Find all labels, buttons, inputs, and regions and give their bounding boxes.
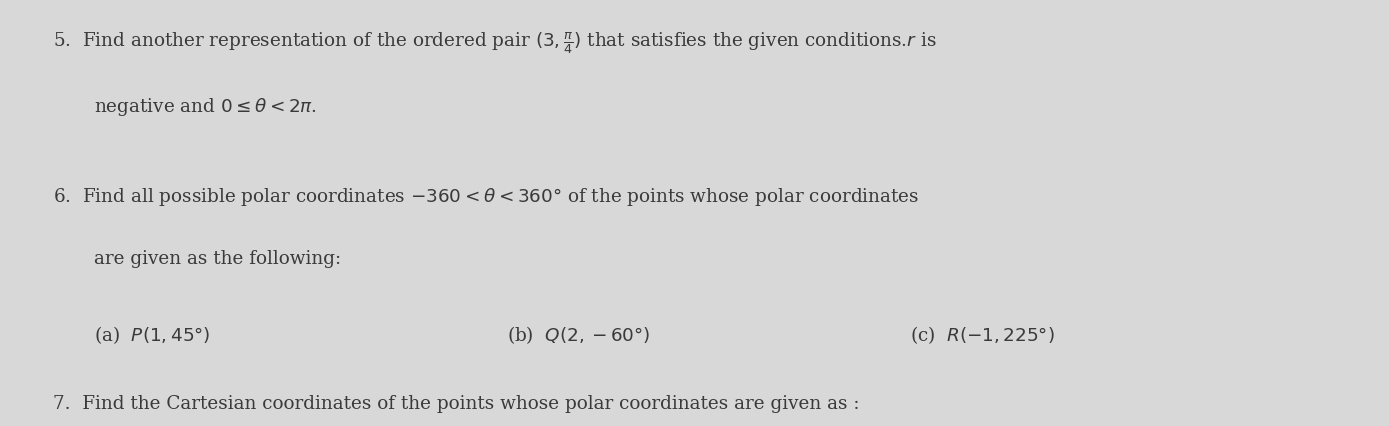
Text: 6.  Find all possible polar coordinates $-360 < \theta < 360°$ of the points who: 6. Find all possible polar coordinates $…: [53, 185, 920, 207]
Text: (a)  $P(1, 45°)$: (a) $P(1, 45°)$: [94, 324, 211, 345]
Text: (b)  $Q(2, -60°)$: (b) $Q(2, -60°)$: [507, 324, 650, 345]
Text: (c)  $R(-1, 225°)$: (c) $R(-1, 225°)$: [910, 324, 1054, 345]
Text: are given as the following:: are given as the following:: [94, 249, 342, 267]
Text: 7.  Find the Cartesian coordinates of the points whose polar coordinates are giv: 7. Find the Cartesian coordinates of the…: [53, 394, 860, 412]
Text: negative and $0 \leq \theta < 2\pi$.: negative and $0 \leq \theta < 2\pi$.: [94, 96, 318, 118]
Text: 5.  Find another representation of the ordered pair $(3, \frac{\pi}{4})$ that sa: 5. Find another representation of the or…: [53, 30, 936, 55]
